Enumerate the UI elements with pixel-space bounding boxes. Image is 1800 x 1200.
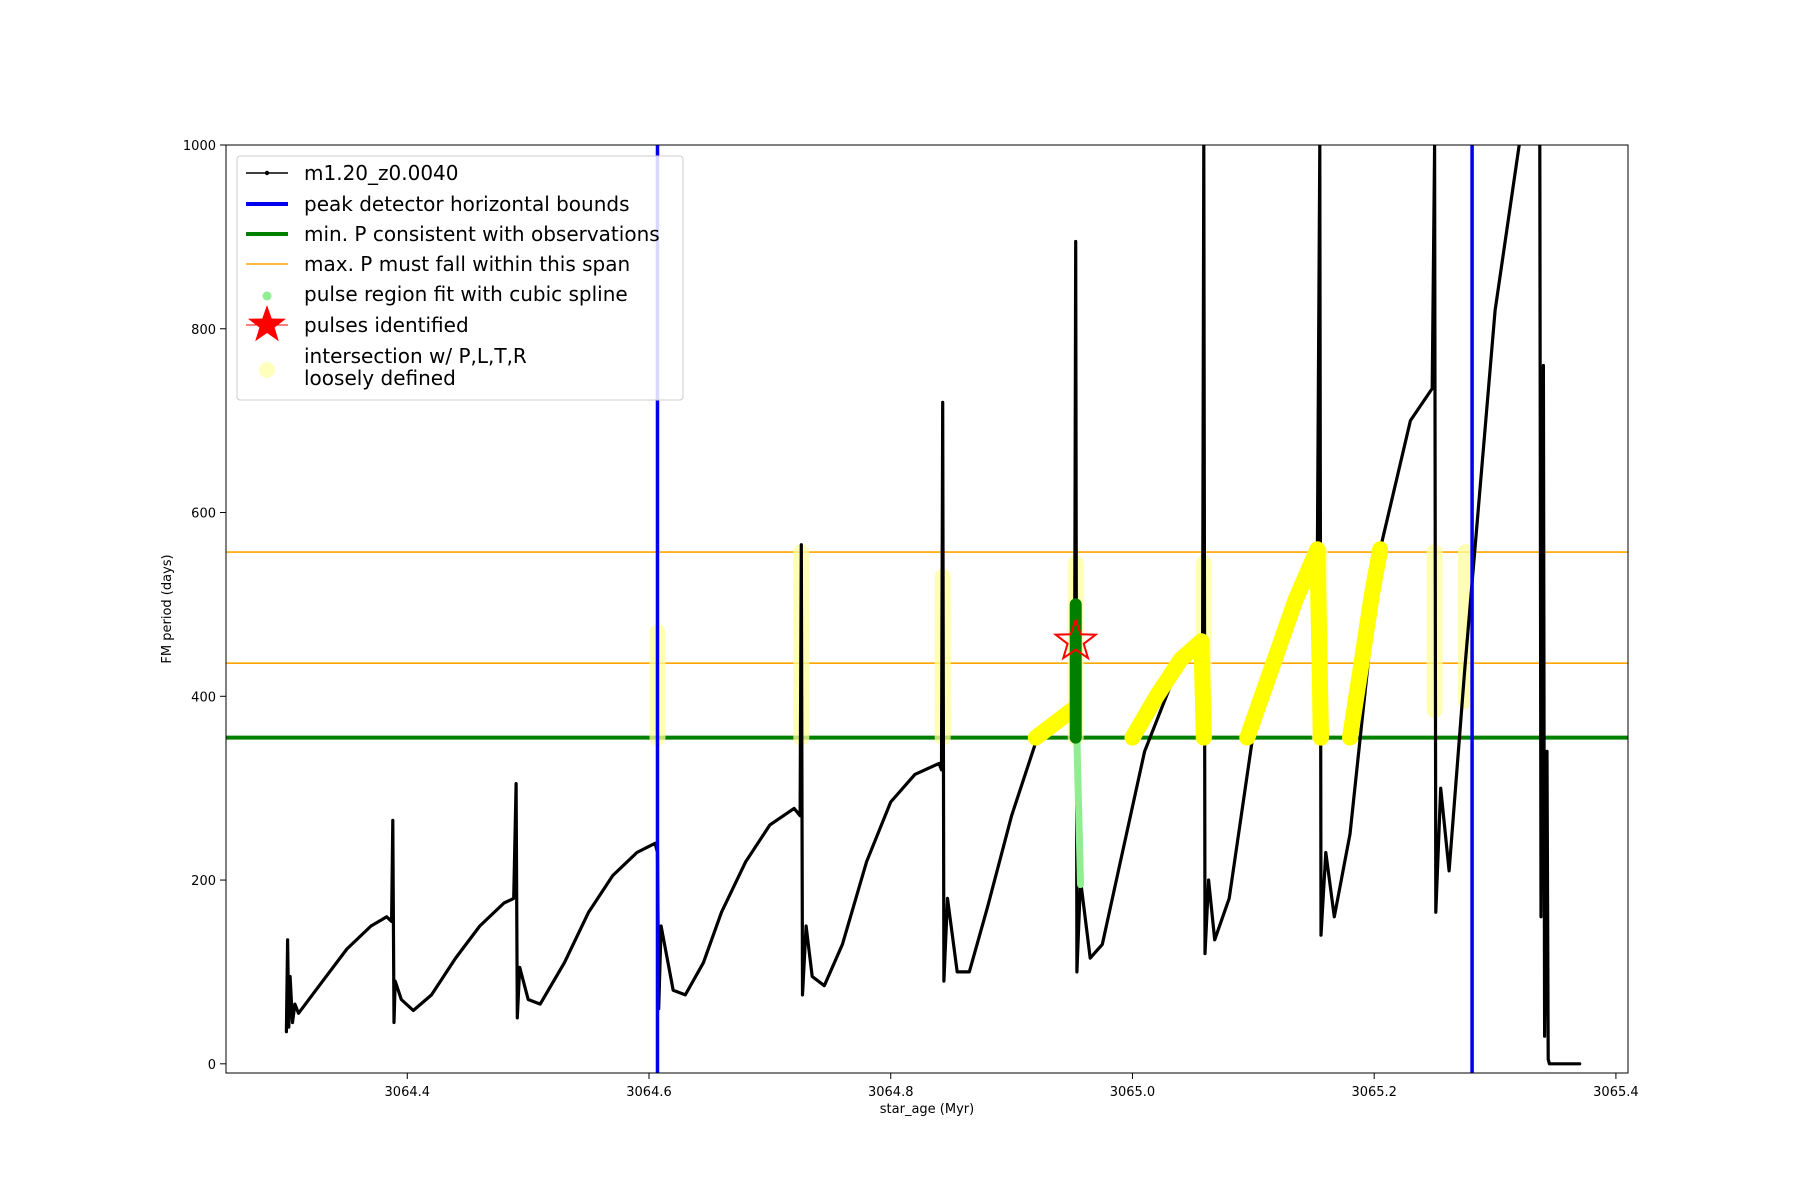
- legend-entry-max-p-must-fall-within-this-span-label: max. P must fall within this span: [304, 252, 630, 276]
- series-series-1-segment-0: [1027, 702, 1080, 746]
- legend-entry-pulses-identified-label: pulses identified: [304, 313, 469, 337]
- legend-entry-peak-detector-horizontal-bounds-label: peak detector horizontal bounds: [304, 192, 630, 216]
- legend-entry-m1-20-z0-0040-handle-dot: [264, 170, 270, 176]
- y-tick-label-2: 400: [191, 690, 216, 705]
- x-axis-label: star_age (Myr): [880, 1102, 974, 1117]
- plot-frame: [225, 144, 1629, 1074]
- y-axis-label: FM period (days): [160, 554, 175, 663]
- y-tick-label-5: 1000: [183, 139, 216, 154]
- ticks-layer: 3064.4 3064.6 3064.8 3065.0 3065.2 3065.4 0 200…: [183, 139, 1639, 1100]
- y-tick-label-3: 600: [191, 507, 216, 522]
- legend-entry-pulse-region-fit-with-cubic-spline-label: pulse region fit with cubic spline: [304, 282, 628, 306]
- x-tick-label-1: 3064.6: [626, 1085, 672, 1100]
- y-tick-label-0: 0: [208, 1058, 216, 1073]
- x-tick-label-3: 3065.0: [1110, 1085, 1156, 1100]
- series-series-1-segment-2: [1239, 541, 1329, 746]
- legend-entry-intersection-w-p-l-t-r-handle: [259, 362, 275, 378]
- series-series-1-segment-3: [1342, 541, 1389, 746]
- y-tick-label-1: 200: [191, 874, 216, 889]
- series-series-1-segment-1: [1124, 633, 1212, 746]
- x-tick-label-0: 3064.4: [385, 1085, 431, 1100]
- legend-entry-intersection-w-p-l-t-r-label-line2: loosely defined: [304, 366, 456, 390]
- x-tick-label-5: 3065.4: [1593, 1085, 1639, 1100]
- legend-entry-pulses-identified-handle: [248, 305, 286, 342]
- x-tick-label-4: 3065.2: [1351, 1085, 1397, 1100]
- marker-pulses-identified-0: [1052, 617, 1099, 661]
- data-layer: [226, 145, 1628, 1073]
- x-tick-label-2: 3064.8: [868, 1085, 914, 1100]
- series-pulse-region-fit-with-cubic-spline-segment-0: [1073, 734, 1084, 889]
- legend-entry-intersection-w-p-l-t-r-label: intersection w/ P,L,T,R: [304, 344, 527, 368]
- y-tick-label-4: 800: [191, 323, 216, 338]
- series-m1-20-z0-0040-segment-1: [1538, 145, 1582, 1066]
- legend-entry-min-p-consistent-with-observations-label: min. P consistent with observations: [304, 222, 660, 246]
- legend-entry-pulse-region-fit-with-cubic-spline-handle: [262, 291, 272, 301]
- legend-box: [236, 155, 684, 401]
- legend-entry-m1-20-z0-0040-label: m1.20_z0.0040: [304, 161, 459, 185]
